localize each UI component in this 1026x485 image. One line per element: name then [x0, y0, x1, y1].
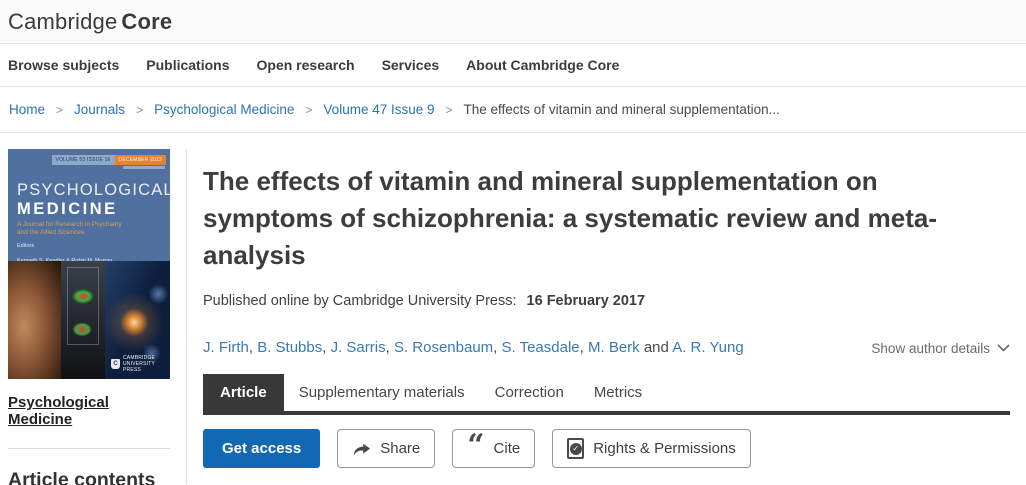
- cover-publisher-logo: C CAMBRIDGE UNIVERSITY PRESS: [111, 355, 165, 373]
- nav-item-open-research[interactable]: Open research: [256, 57, 355, 73]
- tab-correction[interactable]: Correction: [480, 374, 579, 411]
- cite-button[interactable]: “ Cite: [452, 427, 536, 468]
- cover-date-banner: DECEMBER 2023: [114, 155, 166, 165]
- journal-title-link[interactable]: Psychological Medicine: [8, 394, 109, 428]
- published-line: Published online by Cambridge University…: [203, 293, 1010, 309]
- tab-supplementary-materials[interactable]: Supplementary materials: [284, 374, 480, 411]
- rights-label: Rights & Permissions: [593, 440, 736, 457]
- breadcrumb-separator: >: [56, 102, 64, 117]
- article-title: The effects of vitamin and mineral suppl…: [203, 166, 938, 270]
- breadcrumb-separator: >: [305, 102, 313, 117]
- quote-icon: “: [467, 427, 485, 463]
- sidebar-divider: [8, 448, 170, 449]
- nav-item-browse-subjects[interactable]: Browse subjects: [8, 57, 120, 73]
- article-main: The effects of vitamin and mineral suppl…: [187, 149, 1026, 484]
- tab-bar: Article Supplementary materials Correction…: [203, 374, 1010, 415]
- author-link-j-firth[interactable]: J. Firth: [203, 339, 249, 356]
- author-link-j-sarris[interactable]: J. Sarris: [330, 339, 386, 356]
- cover-volume-banner: VOLUME 53 ISSUE 16: [51, 155, 115, 165]
- author-link-m-berk[interactable]: M. Berk: [587, 339, 640, 356]
- cambridge-core-logo[interactable]: Cambridge Core: [8, 9, 172, 35]
- site-header: Cambridge Core: [0, 0, 1026, 44]
- author-link-s-teasdale[interactable]: S. Teasdale: [501, 339, 580, 356]
- breadcrumb: Home > Journals > Psychological Medicine > Vol…: [0, 87, 1026, 133]
- checkmark-icon: ✓: [569, 442, 582, 455]
- cover-editors-label: Editors: [17, 243, 35, 249]
- cover-title-line1: PSYCHOLOGICAL: [17, 181, 170, 199]
- journal-cover-image[interactable]: VOLUME 53 ISSUE 16 DECEMBER 2023 PSYCHOL…: [8, 149, 170, 379]
- cover-issn-line: [123, 166, 165, 169]
- breadcrumb-link-journals[interactable]: Journals: [74, 102, 126, 117]
- breadcrumb-link-home[interactable]: Home: [9, 102, 46, 117]
- cover-journal-title: PSYCHOLOGICAL MEDICINE: [17, 181, 170, 219]
- author-link-s-rosenbaum[interactable]: S. Rosenbaum: [393, 339, 494, 356]
- content-vertical-divider: [186, 149, 187, 484]
- author-link-b-stubbs[interactable]: B. Stubbs: [257, 339, 323, 356]
- show-author-details-toggle[interactable]: Show author details: [871, 341, 1010, 356]
- author-list: J. Firth, B. Stubbs, J. Sarris, S. Rosen…: [203, 339, 744, 357]
- published-label: Published online by Cambridge University…: [203, 293, 517, 309]
- cover-subtitle: A Journal for Research in Psychiatry and…: [17, 221, 122, 236]
- show-author-details-label: Show author details: [871, 340, 990, 356]
- cover-photo-montage: [8, 261, 170, 379]
- share-icon: [353, 443, 371, 456]
- primary-nav: Browse subjects Publications Open research…: [0, 44, 1026, 87]
- page-content: VOLUME 53 ISSUE 16 DECEMBER 2023 PSYCHOL…: [0, 133, 1026, 485]
- share-label: Share: [380, 440, 421, 457]
- cover-publisher-text: CAMBRIDGE UNIVERSITY PRESS: [123, 355, 156, 373]
- author-separator: ,: [493, 339, 502, 356]
- cover-photo-brain-scan: [61, 261, 106, 379]
- cover-photo-neuron: [105, 261, 170, 379]
- logo-cambridge: Cambridge: [8, 8, 118, 34]
- rights-document-icon: ✓: [567, 438, 585, 459]
- author-separator: ,: [385, 339, 394, 356]
- breadcrumb-link-psychological-medicine[interactable]: Psychological Medicine: [154, 102, 295, 117]
- rights-permissions-button[interactable]: ✓ Rights & Permissions: [552, 429, 751, 468]
- breadcrumb-current: The effects of vitamin and mineral suppl…: [463, 102, 780, 117]
- author-conjunction: and: [639, 339, 673, 356]
- author-separator: ,: [579, 339, 588, 356]
- get-access-button[interactable]: Get access: [203, 429, 321, 468]
- cambridge-shield-icon: C: [111, 359, 120, 369]
- author-link-a-r-yung[interactable]: A. R. Yung: [672, 339, 744, 356]
- article-contents-heading: Article contents: [8, 469, 156, 485]
- breadcrumb-separator: >: [445, 102, 453, 117]
- published-date: 16 February 2017: [526, 293, 646, 309]
- cover-photo-hands: [8, 261, 62, 379]
- nav-item-publications[interactable]: Publications: [146, 57, 230, 73]
- cover-title-line2: MEDICINE: [17, 200, 118, 218]
- tab-metrics[interactable]: Metrics: [579, 374, 657, 411]
- action-buttons: Get access Share “ Cite ✓ Rights & Permi…: [203, 429, 1010, 468]
- author-separator: ,: [248, 339, 258, 356]
- cite-label: Cite: [493, 440, 521, 457]
- chevron-down-icon: [997, 344, 1010, 352]
- share-button[interactable]: Share: [337, 429, 436, 468]
- breadcrumb-link-volume-47-issue-9[interactable]: Volume 47 Issue 9: [323, 102, 435, 117]
- tab-article[interactable]: Article: [203, 374, 284, 411]
- breadcrumb-separator: >: [136, 102, 144, 117]
- author-separator: ,: [322, 339, 331, 356]
- authors-row: J. Firth, B. Stubbs, J. Sarris, S. Rosen…: [203, 339, 1010, 357]
- nav-item-services[interactable]: Services: [381, 57, 440, 73]
- logo-core: Core: [121, 8, 173, 34]
- nav-item-about-cambridge-core[interactable]: About Cambridge Core: [466, 57, 620, 73]
- cover-badges: VOLUME 53 ISSUE 16 DECEMBER 2023: [51, 155, 166, 165]
- sidebar: VOLUME 53 ISSUE 16 DECEMBER 2023 PSYCHOL…: [8, 149, 170, 485]
